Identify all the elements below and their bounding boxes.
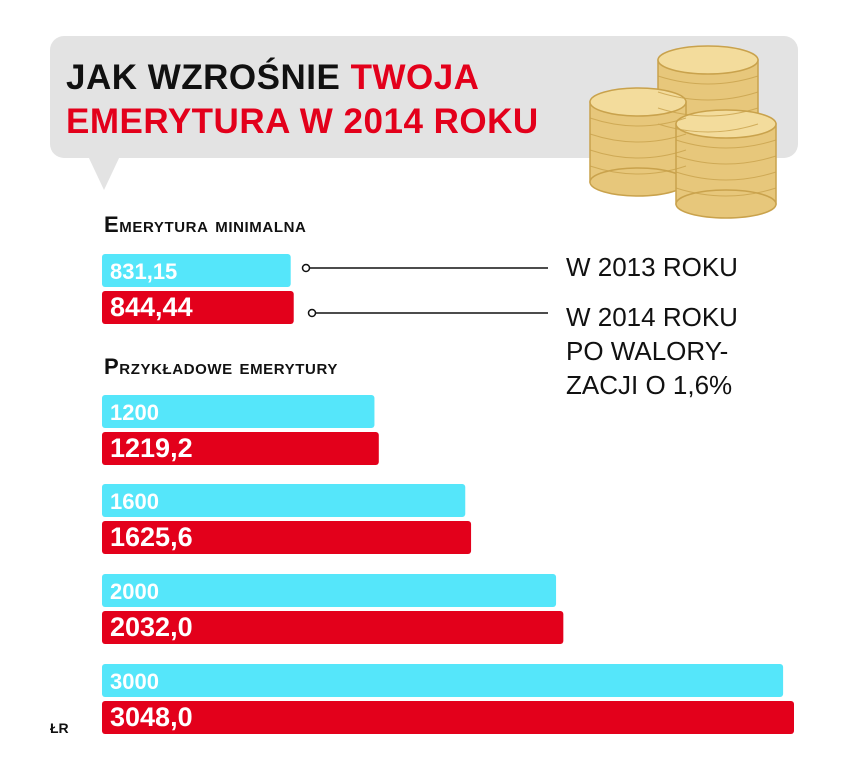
bar-2013-1-2 bbox=[102, 484, 466, 517]
coin-stack-icon bbox=[589, 45, 777, 219]
bar-label-2013-1-0: 1200 bbox=[110, 400, 159, 425]
title-line2-red: EMERYTURA W 2014 ROKU bbox=[66, 102, 539, 141]
section-title-examples: Przykładowe emerytury bbox=[104, 354, 338, 379]
title-line1-black: JAK WZROŚNIE bbox=[66, 58, 351, 97]
bar-2013-1-6 bbox=[102, 664, 784, 697]
bar-label-2013-0-0: 831,15 bbox=[110, 259, 177, 284]
bar-2013-0-0 bbox=[102, 254, 291, 287]
bar-label-2013-1-2: 1600 bbox=[110, 489, 159, 514]
bar-2014-1-7 bbox=[102, 701, 794, 734]
author-initials: ŁR bbox=[50, 720, 69, 736]
bar-2014-1-5 bbox=[102, 611, 564, 644]
bar-2013-1-4 bbox=[102, 574, 557, 607]
bar-label-2013-1-6: 3000 bbox=[110, 669, 159, 694]
bar-label-2014-1-5: 2032,0 bbox=[110, 612, 193, 642]
bar-label-2013-1-4: 2000 bbox=[110, 579, 159, 604]
bar-label-2014-1-1: 1219,2 bbox=[110, 433, 193, 463]
bar-2014-1-3 bbox=[102, 521, 472, 554]
page-title: JAK WZROŚNIE TWOJA EMERYTURA W 2014 ROKU bbox=[66, 56, 539, 144]
leader-line-2013-dot bbox=[301, 263, 311, 273]
bar-2013-1-0 bbox=[102, 395, 375, 428]
bar-label-2014-0-1: 844,44 bbox=[110, 292, 193, 322]
legend-2014: W 2014 ROKU PO WALORY- ZACJI O 1,6% bbox=[566, 302, 738, 400]
leader-line-2014-dot bbox=[307, 308, 317, 318]
title-bubble-tail bbox=[88, 156, 120, 190]
bar-2014-1-1 bbox=[102, 432, 379, 465]
title-line1-red: TWOJA bbox=[350, 58, 480, 97]
legend-2013: W 2013 ROKU bbox=[566, 252, 738, 282]
bar-2014-0-1 bbox=[102, 291, 294, 324]
bar-label-2014-1-3: 1625,6 bbox=[110, 522, 193, 552]
section-title-min: Emerytura minimalna bbox=[104, 212, 307, 237]
bar-label-2014-1-7: 3048,0 bbox=[110, 702, 193, 732]
